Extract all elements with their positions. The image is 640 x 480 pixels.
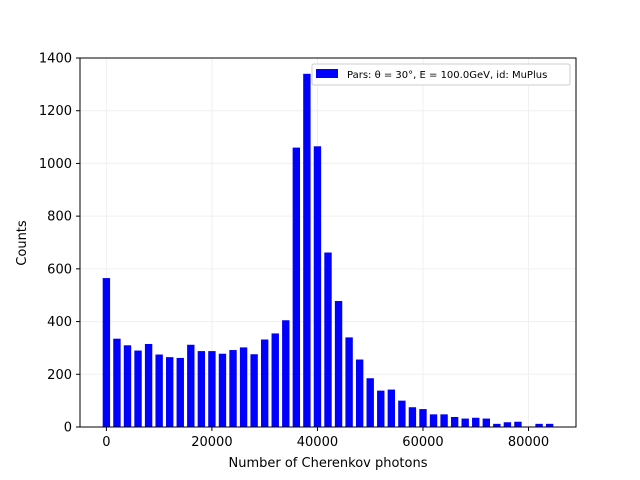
bar <box>144 343 153 427</box>
bar <box>377 390 385 427</box>
bar <box>355 359 364 427</box>
bar <box>313 146 322 427</box>
bar <box>472 417 480 427</box>
x-axis-ticks: 0 20000 40000 60000 80000 <box>102 427 549 450</box>
bar <box>102 278 111 427</box>
bar <box>324 252 332 427</box>
y-tick-label: 1000 <box>39 157 72 172</box>
y-tick-label: 200 <box>47 368 72 383</box>
y-tick-label: 1400 <box>39 52 72 67</box>
bar <box>123 345 132 427</box>
bar <box>408 407 417 427</box>
bar <box>398 400 406 427</box>
bar <box>535 423 543 427</box>
bar <box>461 418 469 427</box>
bar <box>166 357 174 427</box>
y-tick-label: 1200 <box>39 104 72 119</box>
y-tick-label: 800 <box>47 210 72 225</box>
bar <box>450 416 459 427</box>
bar <box>292 147 301 427</box>
x-tick-label: 40000 <box>297 435 338 450</box>
bar <box>429 414 438 427</box>
bar <box>387 389 396 427</box>
y-tick-label: 0 <box>64 421 72 436</box>
bar <box>197 351 206 427</box>
y-axis-label: Counts <box>15 220 30 266</box>
x-axis-label: Number of Cherenkov photons <box>229 456 428 471</box>
bar <box>208 351 216 427</box>
bar <box>155 354 163 427</box>
x-tick-label: 20000 <box>191 435 232 450</box>
bar <box>345 337 353 427</box>
bar <box>229 350 237 427</box>
legend-swatch <box>316 69 338 78</box>
bar <box>187 344 195 427</box>
x-tick-label: 0 <box>102 435 110 450</box>
plot-frame <box>79 57 577 428</box>
y-axis-ticks: 0 200 400 600 800 1000 1200 1400 <box>39 52 80 436</box>
bar <box>303 73 311 428</box>
bar <box>334 301 343 427</box>
bar <box>134 350 142 427</box>
bar <box>545 423 554 427</box>
bar <box>419 409 427 427</box>
legend: Pars: θ = 30°, E = 100.0GeV, id: MuPlus <box>311 63 571 86</box>
legend-box <box>311 63 571 86</box>
bars <box>102 73 554 428</box>
bar <box>514 421 522 427</box>
bar <box>176 357 184 427</box>
bar <box>282 320 290 427</box>
bar <box>366 378 374 427</box>
bar <box>113 338 121 427</box>
x-tick-label: 60000 <box>402 435 443 450</box>
bar <box>493 423 501 427</box>
y-tick-label: 400 <box>47 315 72 330</box>
y-tick-label: 600 <box>47 262 72 277</box>
bar <box>482 418 490 427</box>
x-tick-label: 80000 <box>508 435 549 450</box>
bar <box>440 414 448 427</box>
bar <box>503 422 512 427</box>
bar <box>271 333 279 427</box>
bar <box>260 339 269 427</box>
bar <box>239 347 248 427</box>
legend-label: Pars: θ = 30°, E = 100.0GeV, id: MuPlus <box>347 70 547 81</box>
bar <box>218 353 227 427</box>
bar <box>250 354 258 427</box>
